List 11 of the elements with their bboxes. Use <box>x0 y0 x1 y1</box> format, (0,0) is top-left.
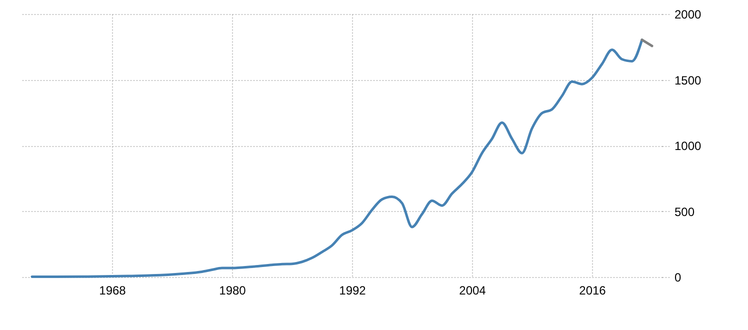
y-tick-label: 0 <box>674 270 682 284</box>
x-tick-label: 2004 <box>459 284 486 298</box>
y-tick-label: 2000 <box>674 8 702 22</box>
x-tick-label: 2016 <box>579 284 606 298</box>
y-tick-label: 1000 <box>674 139 702 153</box>
y-tick-label: 500 <box>674 204 695 219</box>
x-tick-label: 1968 <box>99 284 126 298</box>
y-tick-label: 1500 <box>674 73 702 88</box>
x-tick-label: 1980 <box>219 284 246 298</box>
x-tick-label: 1992 <box>339 284 366 298</box>
line-series <box>30 38 644 278</box>
